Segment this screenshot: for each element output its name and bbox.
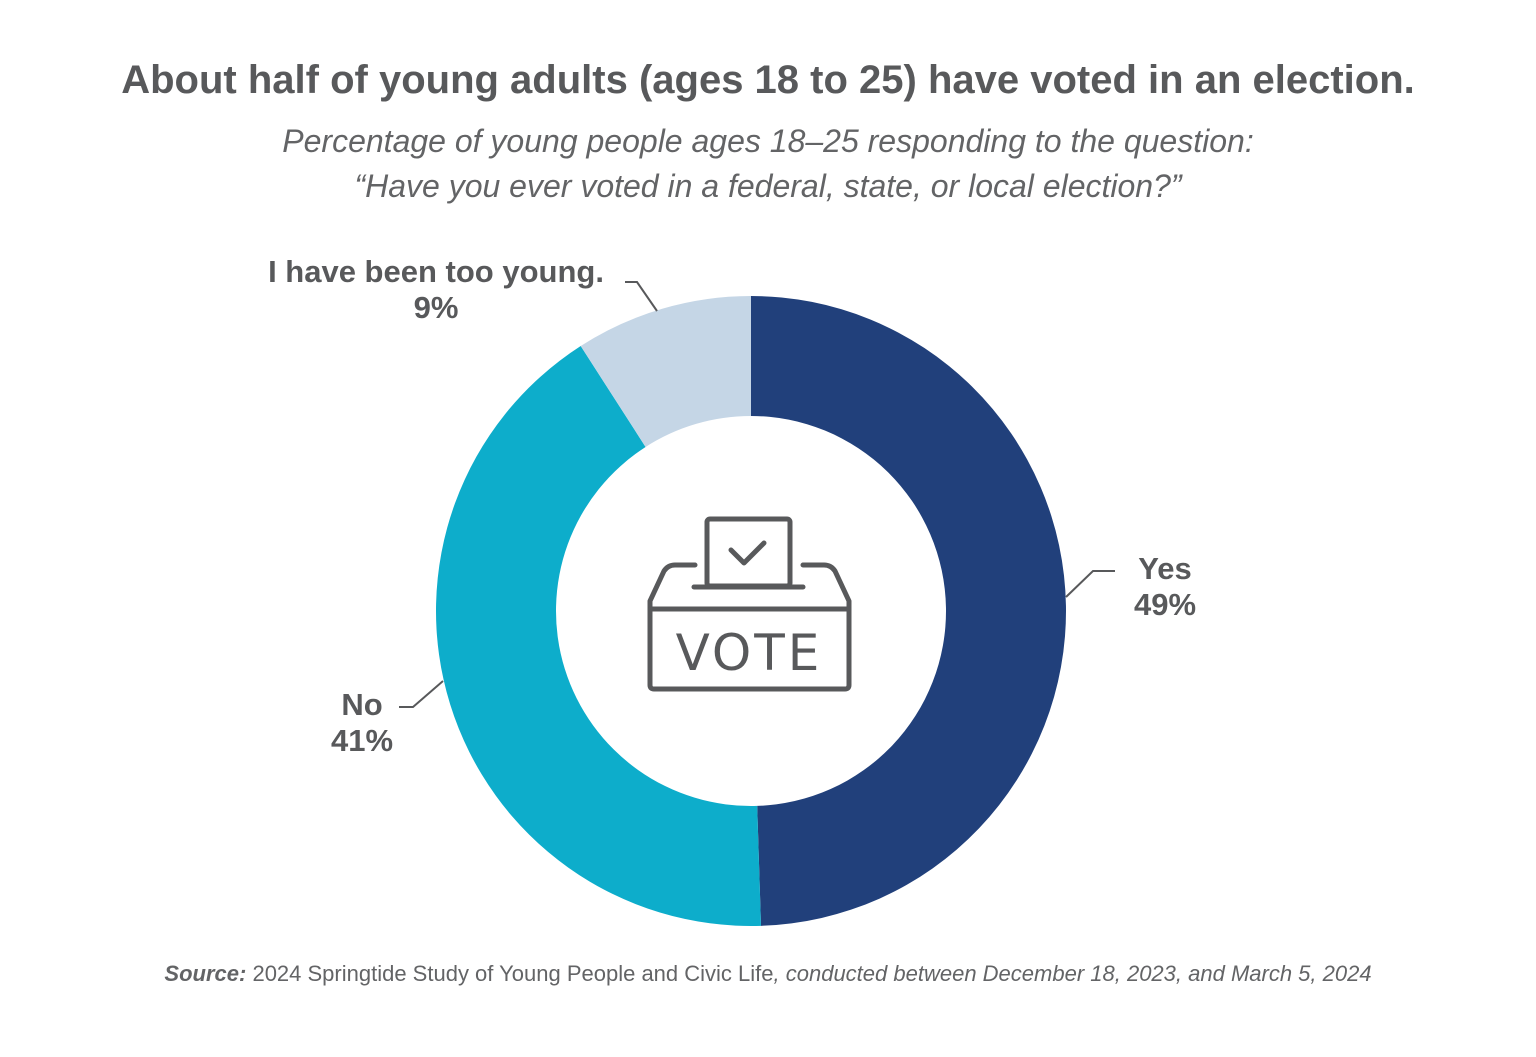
label-yes-name: Yes (1138, 551, 1192, 586)
leader-line-yes (1065, 570, 1115, 598)
ballot-box-icon: VOTE (647, 516, 852, 692)
label-no: No 41% (331, 687, 393, 759)
chart-title: About half of young adults (ages 18 to 2… (121, 58, 1415, 102)
label-too-young-name: I have been too young. (268, 254, 604, 289)
source-label: Source: (164, 961, 247, 986)
label-no-name: No (341, 687, 383, 722)
label-yes: Yes 49% (1134, 551, 1196, 623)
label-no-value: 41% (330, 723, 394, 758)
label-too-young: I have been too young. 9% (268, 254, 604, 326)
label-yes-value: 49% (1133, 587, 1197, 622)
source-note: Source: 2024 Springtide Study of Young P… (0, 961, 1536, 987)
ballot-box-vote-text: VOTE (676, 624, 823, 682)
donut-slice-i-have-been-too-young (580, 296, 751, 447)
leader-line-no (399, 680, 444, 708)
donut-slices (435, 295, 1067, 926)
label-too-young-value: 9% (413, 290, 459, 325)
chart-subtitle-line-2: “Have you ever voted in a federal, state… (354, 168, 1182, 204)
source-detail: , conducted between December 18, 2023, a… (773, 961, 1372, 986)
donut-slice-no (435, 346, 761, 926)
chart-subtitle-line-1: Percentage of young people ages 18–25 re… (282, 123, 1254, 159)
source-name: 2024 Springtide Study of Young People an… (246, 961, 774, 986)
leader-lines (399, 281, 1115, 708)
leader-line-too-young (625, 281, 658, 312)
donut-slice-yes (751, 295, 1067, 926)
